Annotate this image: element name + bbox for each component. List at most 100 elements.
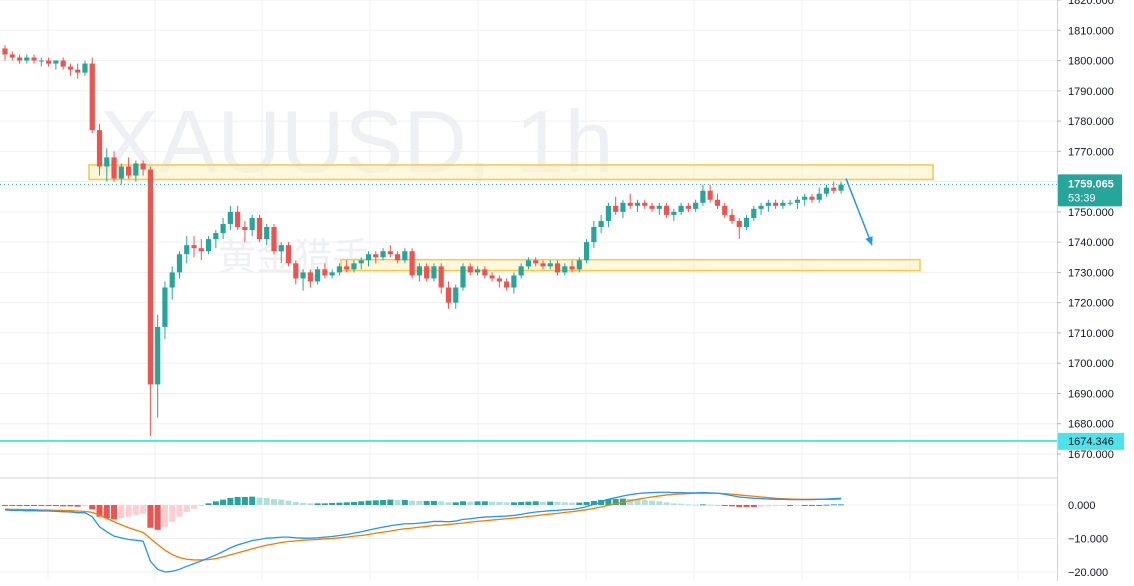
candle-body (9, 54, 15, 58)
macd-histogram-bar (539, 501, 546, 505)
macd-histogram-bar (714, 505, 721, 506)
candle-body (227, 211, 233, 224)
macd-histogram-bar (765, 505, 772, 507)
zones[interactable] (88, 164, 934, 272)
macd-histogram-bar (285, 500, 292, 505)
macd-histogram-bar (794, 505, 801, 506)
macd-histogram-bar (721, 505, 728, 506)
macd-histogram-bar (343, 502, 350, 505)
macd-histogram-bar (81, 505, 88, 507)
candle-body (336, 266, 343, 273)
price-tick-label: 1810.000 (1068, 25, 1114, 37)
macd-histogram-bar (358, 501, 365, 505)
candle-body (46, 60, 52, 64)
macd-histogram-bar (176, 505, 183, 517)
candle-body (89, 63, 95, 131)
candle-body (554, 263, 561, 273)
price-tick-label: 1800.000 (1068, 56, 1114, 68)
macd-histogram-bar (736, 505, 743, 508)
macd-histogram-bar (612, 498, 619, 505)
macd-histogram-bar (23, 505, 30, 507)
macd-histogram-bar (474, 501, 481, 505)
level-price-badge (1058, 432, 1124, 450)
candle-body (598, 220, 604, 227)
candle-body (576, 260, 582, 270)
candle-body (620, 202, 626, 212)
macd-histogram-bar (663, 502, 670, 505)
macd-histogram-bar (430, 500, 437, 505)
candle-body (278, 245, 284, 252)
candle-body (285, 245, 292, 264)
candle-body (16, 57, 23, 61)
candle-body (504, 281, 510, 288)
resistance-zone (88, 164, 934, 181)
candle-body (162, 287, 168, 327)
macd-histogram-bar (416, 500, 423, 505)
macd-tick-label: 0.000 (1068, 500, 1096, 512)
candle-body (569, 266, 575, 270)
candle-body (125, 166, 132, 176)
candle-body (133, 163, 139, 176)
candle-body (729, 214, 735, 221)
candle-body (693, 202, 699, 209)
price-tick-label: 1740.000 (1068, 237, 1114, 249)
macd-histogram-bar (380, 499, 387, 505)
candle-body (736, 220, 742, 227)
macd-line (4, 491, 842, 573)
candle-body (489, 275, 495, 279)
price-tick-label: 1790.000 (1068, 86, 1114, 98)
macd-histogram-bar (154, 505, 161, 530)
candle-body (140, 163, 146, 170)
candle-body (358, 260, 364, 264)
macd-histogram-bar (816, 505, 823, 506)
candle-body (402, 251, 408, 261)
forecast-arrow[interactable] (845, 178, 873, 246)
candle-body (700, 190, 706, 203)
candle-body (642, 202, 648, 206)
candle-body (365, 254, 372, 261)
candle-body (765, 202, 771, 206)
candle-body (627, 202, 633, 206)
candle-body (351, 263, 357, 270)
macd-histogram-bar (729, 505, 735, 507)
candle-body (482, 269, 488, 276)
macd-histogram-bar (183, 505, 190, 513)
macd-histogram-bar (74, 505, 81, 507)
price-axis-bg[interactable] (1057, 0, 1134, 581)
macd-signal-line (4, 492, 842, 561)
price-tick-label: 1680.000 (1068, 419, 1114, 431)
macd-histogram-bar (554, 501, 561, 505)
candle-body (787, 202, 793, 204)
macd-histogram-bar (590, 500, 597, 505)
macd-histogram-bar (52, 505, 59, 507)
macd-histogram-bar (249, 496, 256, 505)
macd-histogram-bar (198, 505, 205, 507)
forecast-arrow-line (845, 178, 873, 246)
candle-body (394, 254, 401, 261)
candle-body (714, 199, 721, 206)
candle-body (751, 208, 757, 218)
candle-body (562, 266, 568, 273)
macd-histogram-bar (532, 501, 539, 505)
macd-histogram-bar (2, 505, 8, 507)
candle-body (31, 57, 37, 61)
macd-histogram-bar (772, 505, 779, 507)
macd-histogram-bar (678, 503, 685, 505)
candle-body (656, 205, 662, 209)
candle-body (242, 227, 248, 231)
candle-body (344, 266, 350, 270)
macd-histogram-bar (38, 505, 45, 507)
candle-body (438, 266, 444, 288)
candle-body (380, 251, 386, 258)
level-price-label: 1674.346 (1068, 436, 1114, 448)
macd-histogram-bar (45, 505, 52, 507)
candle-body (2, 48, 8, 55)
macd-histogram-bar (685, 504, 692, 506)
macd-histogram-bar (111, 505, 118, 520)
candle-body (511, 275, 517, 288)
candle-body (300, 272, 306, 279)
candle-body (649, 205, 655, 209)
candle-body (460, 266, 466, 288)
